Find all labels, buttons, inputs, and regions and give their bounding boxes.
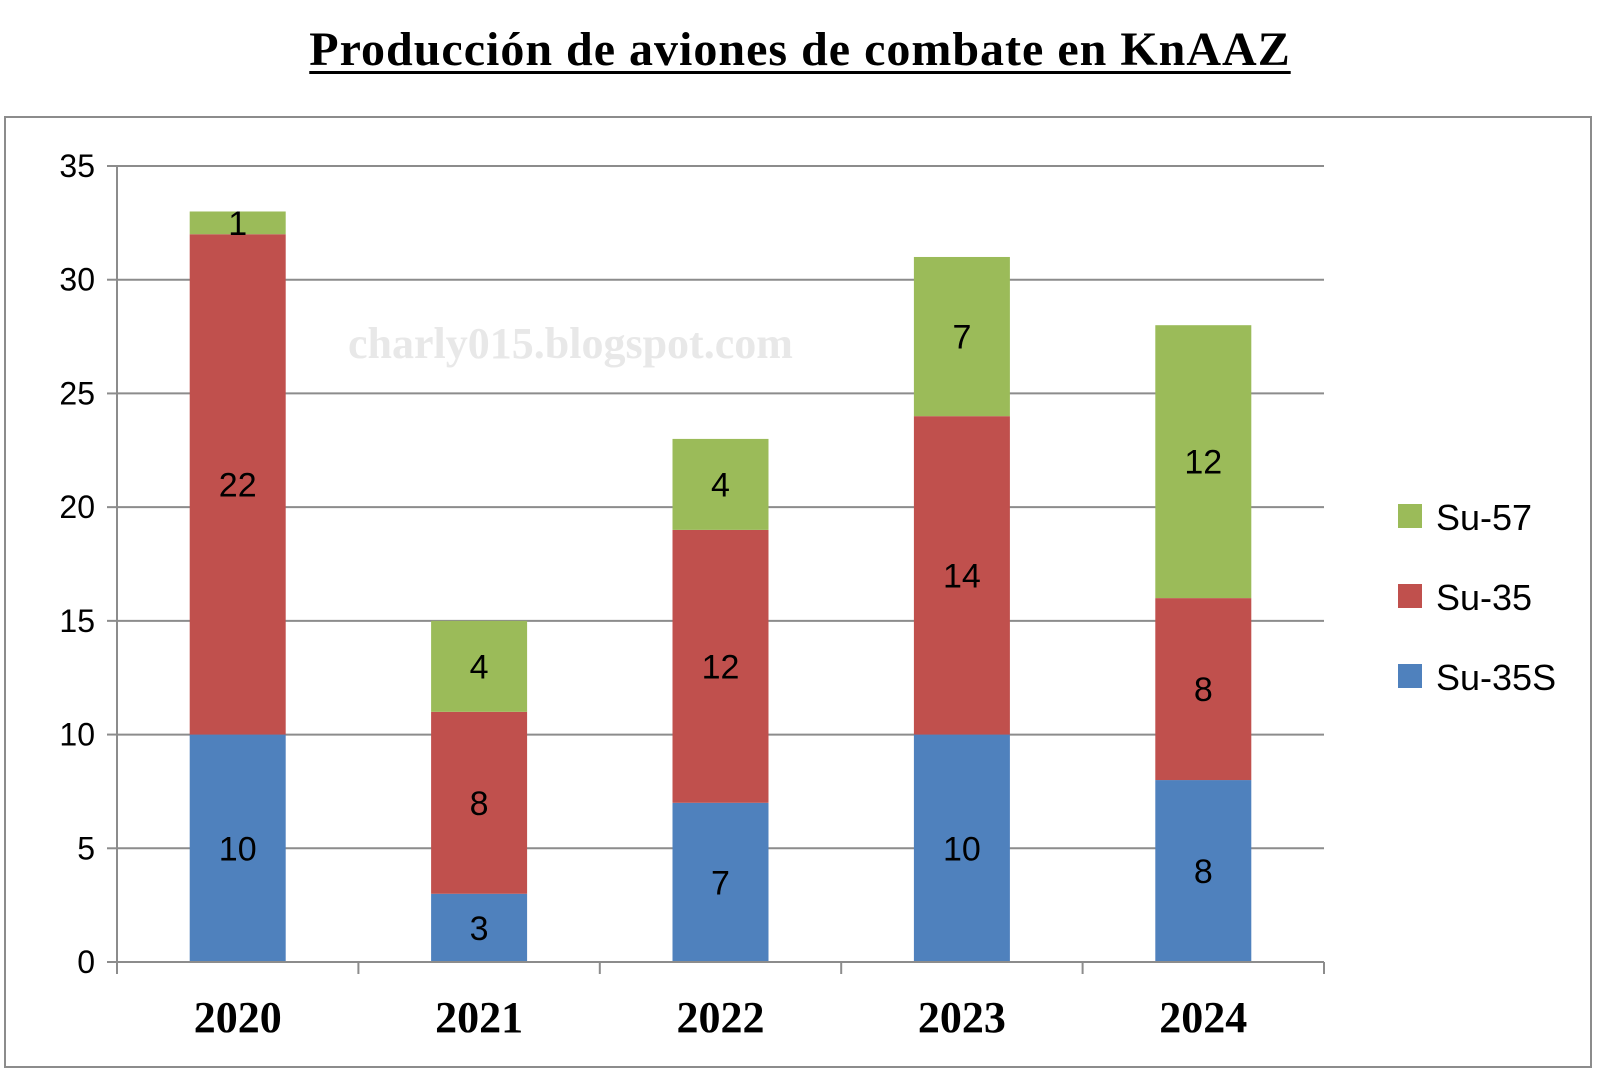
data-label: 1 bbox=[228, 205, 247, 243]
bar-su-57-2021 bbox=[431, 620, 528, 712]
data-label: 12 bbox=[702, 648, 740, 686]
y-tick-label: 10 bbox=[59, 717, 95, 753]
y-tick-label: 5 bbox=[77, 830, 95, 866]
y-tick-label: 20 bbox=[59, 489, 95, 525]
y-tick-label: 15 bbox=[59, 603, 95, 639]
chart-frame bbox=[4, 116, 1592, 1068]
y-tick-label: 35 bbox=[59, 148, 95, 184]
bar-su-35s-2020 bbox=[189, 734, 286, 962]
bar-su-35-2021 bbox=[431, 711, 528, 894]
legend-swatch-su-35s bbox=[1398, 664, 1422, 688]
bar-su-57-2024 bbox=[1155, 325, 1252, 599]
bar-su-35s-2024 bbox=[1155, 780, 1252, 962]
legend-swatch-su-35 bbox=[1398, 584, 1422, 608]
bar-su-57-2020 bbox=[189, 211, 286, 235]
y-tick-label: 0 bbox=[77, 944, 95, 980]
data-label: 8 bbox=[1194, 853, 1213, 891]
data-label: 4 bbox=[711, 466, 730, 504]
legend-label-su-35: Su-35 bbox=[1436, 577, 1532, 618]
data-label: 22 bbox=[219, 466, 257, 504]
y-tick-label: 25 bbox=[59, 375, 95, 411]
chart-title: Producción de aviones de combate en KnAA… bbox=[309, 23, 1291, 76]
bar-su-35-2024 bbox=[1155, 598, 1252, 781]
data-label: 7 bbox=[711, 864, 730, 902]
data-label: 4 bbox=[470, 648, 489, 686]
data-label: 8 bbox=[1194, 671, 1213, 709]
watermark: charly015.blogspot.com bbox=[348, 319, 793, 368]
data-label: 3 bbox=[470, 910, 489, 948]
data-label: 12 bbox=[1184, 444, 1222, 482]
x-tick-label: 2021 bbox=[435, 993, 523, 1042]
data-label: 10 bbox=[943, 830, 981, 868]
x-tick-label: 2024 bbox=[1159, 993, 1247, 1042]
x-tick-label: 2022 bbox=[677, 993, 765, 1042]
bar-su-57-2022 bbox=[672, 438, 769, 530]
legend-swatch-su-57 bbox=[1398, 504, 1422, 528]
data-label: 7 bbox=[952, 319, 971, 357]
bar-su-57-2023 bbox=[913, 256, 1010, 417]
bar-su-35-2022 bbox=[672, 529, 769, 803]
bar-su-35-2023 bbox=[913, 416, 1010, 735]
bar-su-35s-2021 bbox=[431, 893, 528, 962]
data-label: 14 bbox=[943, 557, 981, 595]
bar-su-35s-2023 bbox=[913, 734, 1010, 962]
data-label: 8 bbox=[470, 785, 489, 823]
legend-label-su-57: Su-57 bbox=[1436, 497, 1532, 538]
y-tick-label: 30 bbox=[59, 262, 95, 298]
data-label: 10 bbox=[219, 830, 257, 868]
x-tick-label: 2023 bbox=[918, 993, 1006, 1042]
legend-label-su-35s: Su-35S bbox=[1436, 657, 1556, 698]
bar-su-35-2020 bbox=[189, 234, 286, 735]
bar-su-35s-2022 bbox=[672, 802, 769, 962]
x-tick-label: 2020 bbox=[194, 993, 282, 1042]
